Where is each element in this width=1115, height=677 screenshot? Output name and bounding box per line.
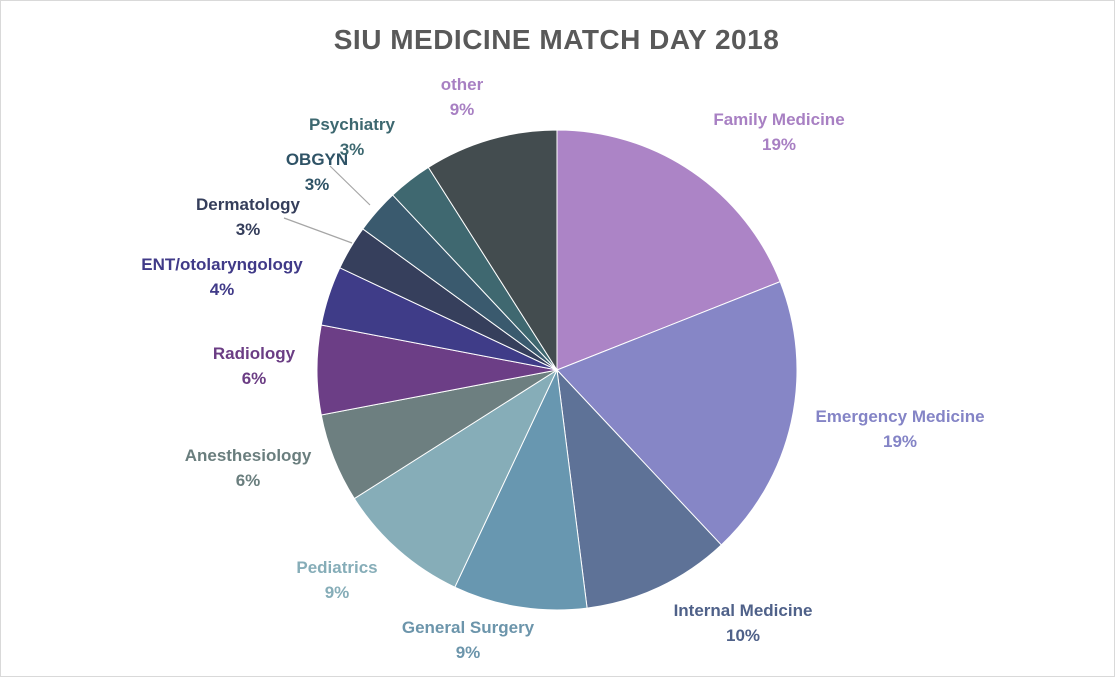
- slice-category-label: Family Medicine: [713, 110, 844, 129]
- slice-percent-label: 3%: [305, 175, 330, 194]
- slice-percent-label: 19%: [762, 135, 796, 154]
- pie-slice-pediatrics: [353, 368, 559, 588]
- pie-slice-other: [427, 129, 558, 372]
- leader-line: [329, 165, 371, 206]
- leader-line: [283, 217, 353, 244]
- slice-labels: Family Medicine 19% Emergency Medicine 19% I…: [141, 75, 984, 662]
- slice-percent-label: 4%: [210, 280, 235, 299]
- slice-category-label: OBGYN: [286, 150, 348, 169]
- slice-percent-label: 6%: [236, 471, 261, 490]
- slice-category-label: Internal Medicine: [674, 601, 813, 620]
- slice-percent-label: 3%: [236, 220, 261, 239]
- pie-slice-emergency-medicine: [556, 281, 798, 546]
- pie-slice-family-medicine: [556, 129, 781, 371]
- slice-category-label: General Surgery: [402, 618, 535, 637]
- slice-percent-label: 9%: [450, 100, 475, 119]
- pie-slices: [316, 129, 798, 611]
- chart-title: SIU MEDICINE MATCH DAY 2018: [333, 24, 780, 55]
- pie-slice-general-surgery: [454, 368, 588, 611]
- slice-percent-label: 3%: [340, 140, 365, 159]
- slice-percent-label: 9%: [325, 583, 350, 602]
- slice-percent-label: 19%: [883, 432, 917, 451]
- slice-category-label: ENT/otolaryngology: [141, 255, 303, 274]
- slice-category-label: Emergency Medicine: [815, 407, 984, 426]
- slice-category-label: Pediatrics: [296, 558, 377, 577]
- slice-category-label: Psychiatry: [309, 115, 396, 134]
- slice-category-label: Radiology: [213, 344, 296, 363]
- pie-slice-internal-medicine: [556, 368, 722, 609]
- slice-percent-label: 6%: [242, 369, 267, 388]
- leader-lines: [283, 165, 371, 244]
- slice-category-label: Anesthesiology: [185, 446, 312, 465]
- slice-percent-label: 9%: [456, 643, 481, 662]
- slice-category-label: other: [441, 75, 484, 94]
- slice-percent-label: 10%: [726, 626, 760, 645]
- slice-category-label: Dermatology: [196, 195, 300, 214]
